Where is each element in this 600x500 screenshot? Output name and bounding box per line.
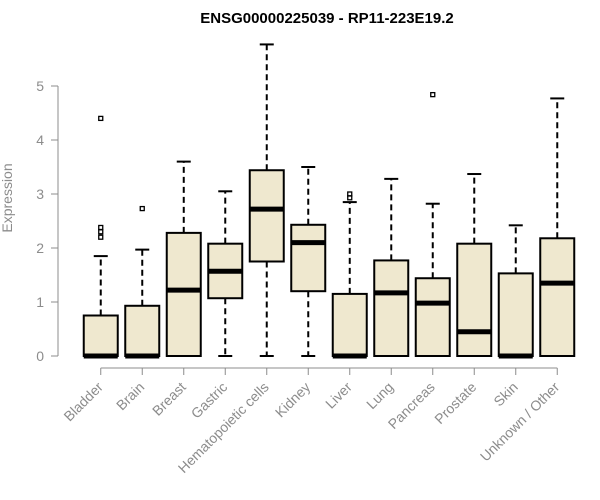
y-tick-label: 1 [36,294,44,310]
box-iqr [248,169,285,263]
box-group [497,224,534,359]
outlier-point [430,91,436,98]
outlier-point [98,224,104,231]
y-tick-label: 5 [36,78,44,94]
y-tick-label: 3 [36,186,44,202]
box-group [539,97,576,357]
box-iqr [456,242,493,357]
box-group [124,205,161,359]
box-group [414,91,451,357]
box-group [290,166,327,357]
chart-title: ENSG00000225039 - RP11-223E19.2 [200,10,454,27]
box-group [248,43,285,357]
box-iqr [414,277,451,357]
outlier-point [139,205,145,212]
axes: 0 1 2 3 4 5 [36,78,558,375]
box-group [207,190,244,357]
box-iqr [497,272,534,358]
x-tick-label: Prostate [431,379,479,427]
y-tick-label: 0 [36,348,44,364]
y-axis-label: Expression [0,163,15,232]
y-tick-label: 2 [36,240,44,256]
box-iqr [539,237,576,357]
box-iqr [124,304,161,357]
x-tick-label: Breast [149,379,189,419]
x-tick-label: Skin [490,379,521,410]
box-group [165,160,202,358]
box-iqr [373,259,410,358]
x-tick-label: Liver [322,379,355,412]
box-group [331,191,368,359]
outlier-point [347,191,353,197]
x-tick-label: Kidney [272,379,314,421]
box-iqr [290,223,327,293]
box-group [373,177,410,358]
box-iqr [165,231,202,358]
x-tick-label: Brain [113,379,147,413]
outlier-point [98,234,104,240]
box-group [456,173,493,357]
outlier-point [98,229,104,235]
box-iqr [82,314,119,357]
box-iqr [331,292,368,357]
y-tick-label: 4 [36,132,44,148]
x-tick-label: Unknown / Other [477,379,563,465]
outlier-point [98,115,104,122]
boxes-layer [82,43,576,359]
box-group [82,115,119,359]
x-tick-label: Bladder [60,379,106,425]
x-tick-label: Lung [363,379,396,412]
